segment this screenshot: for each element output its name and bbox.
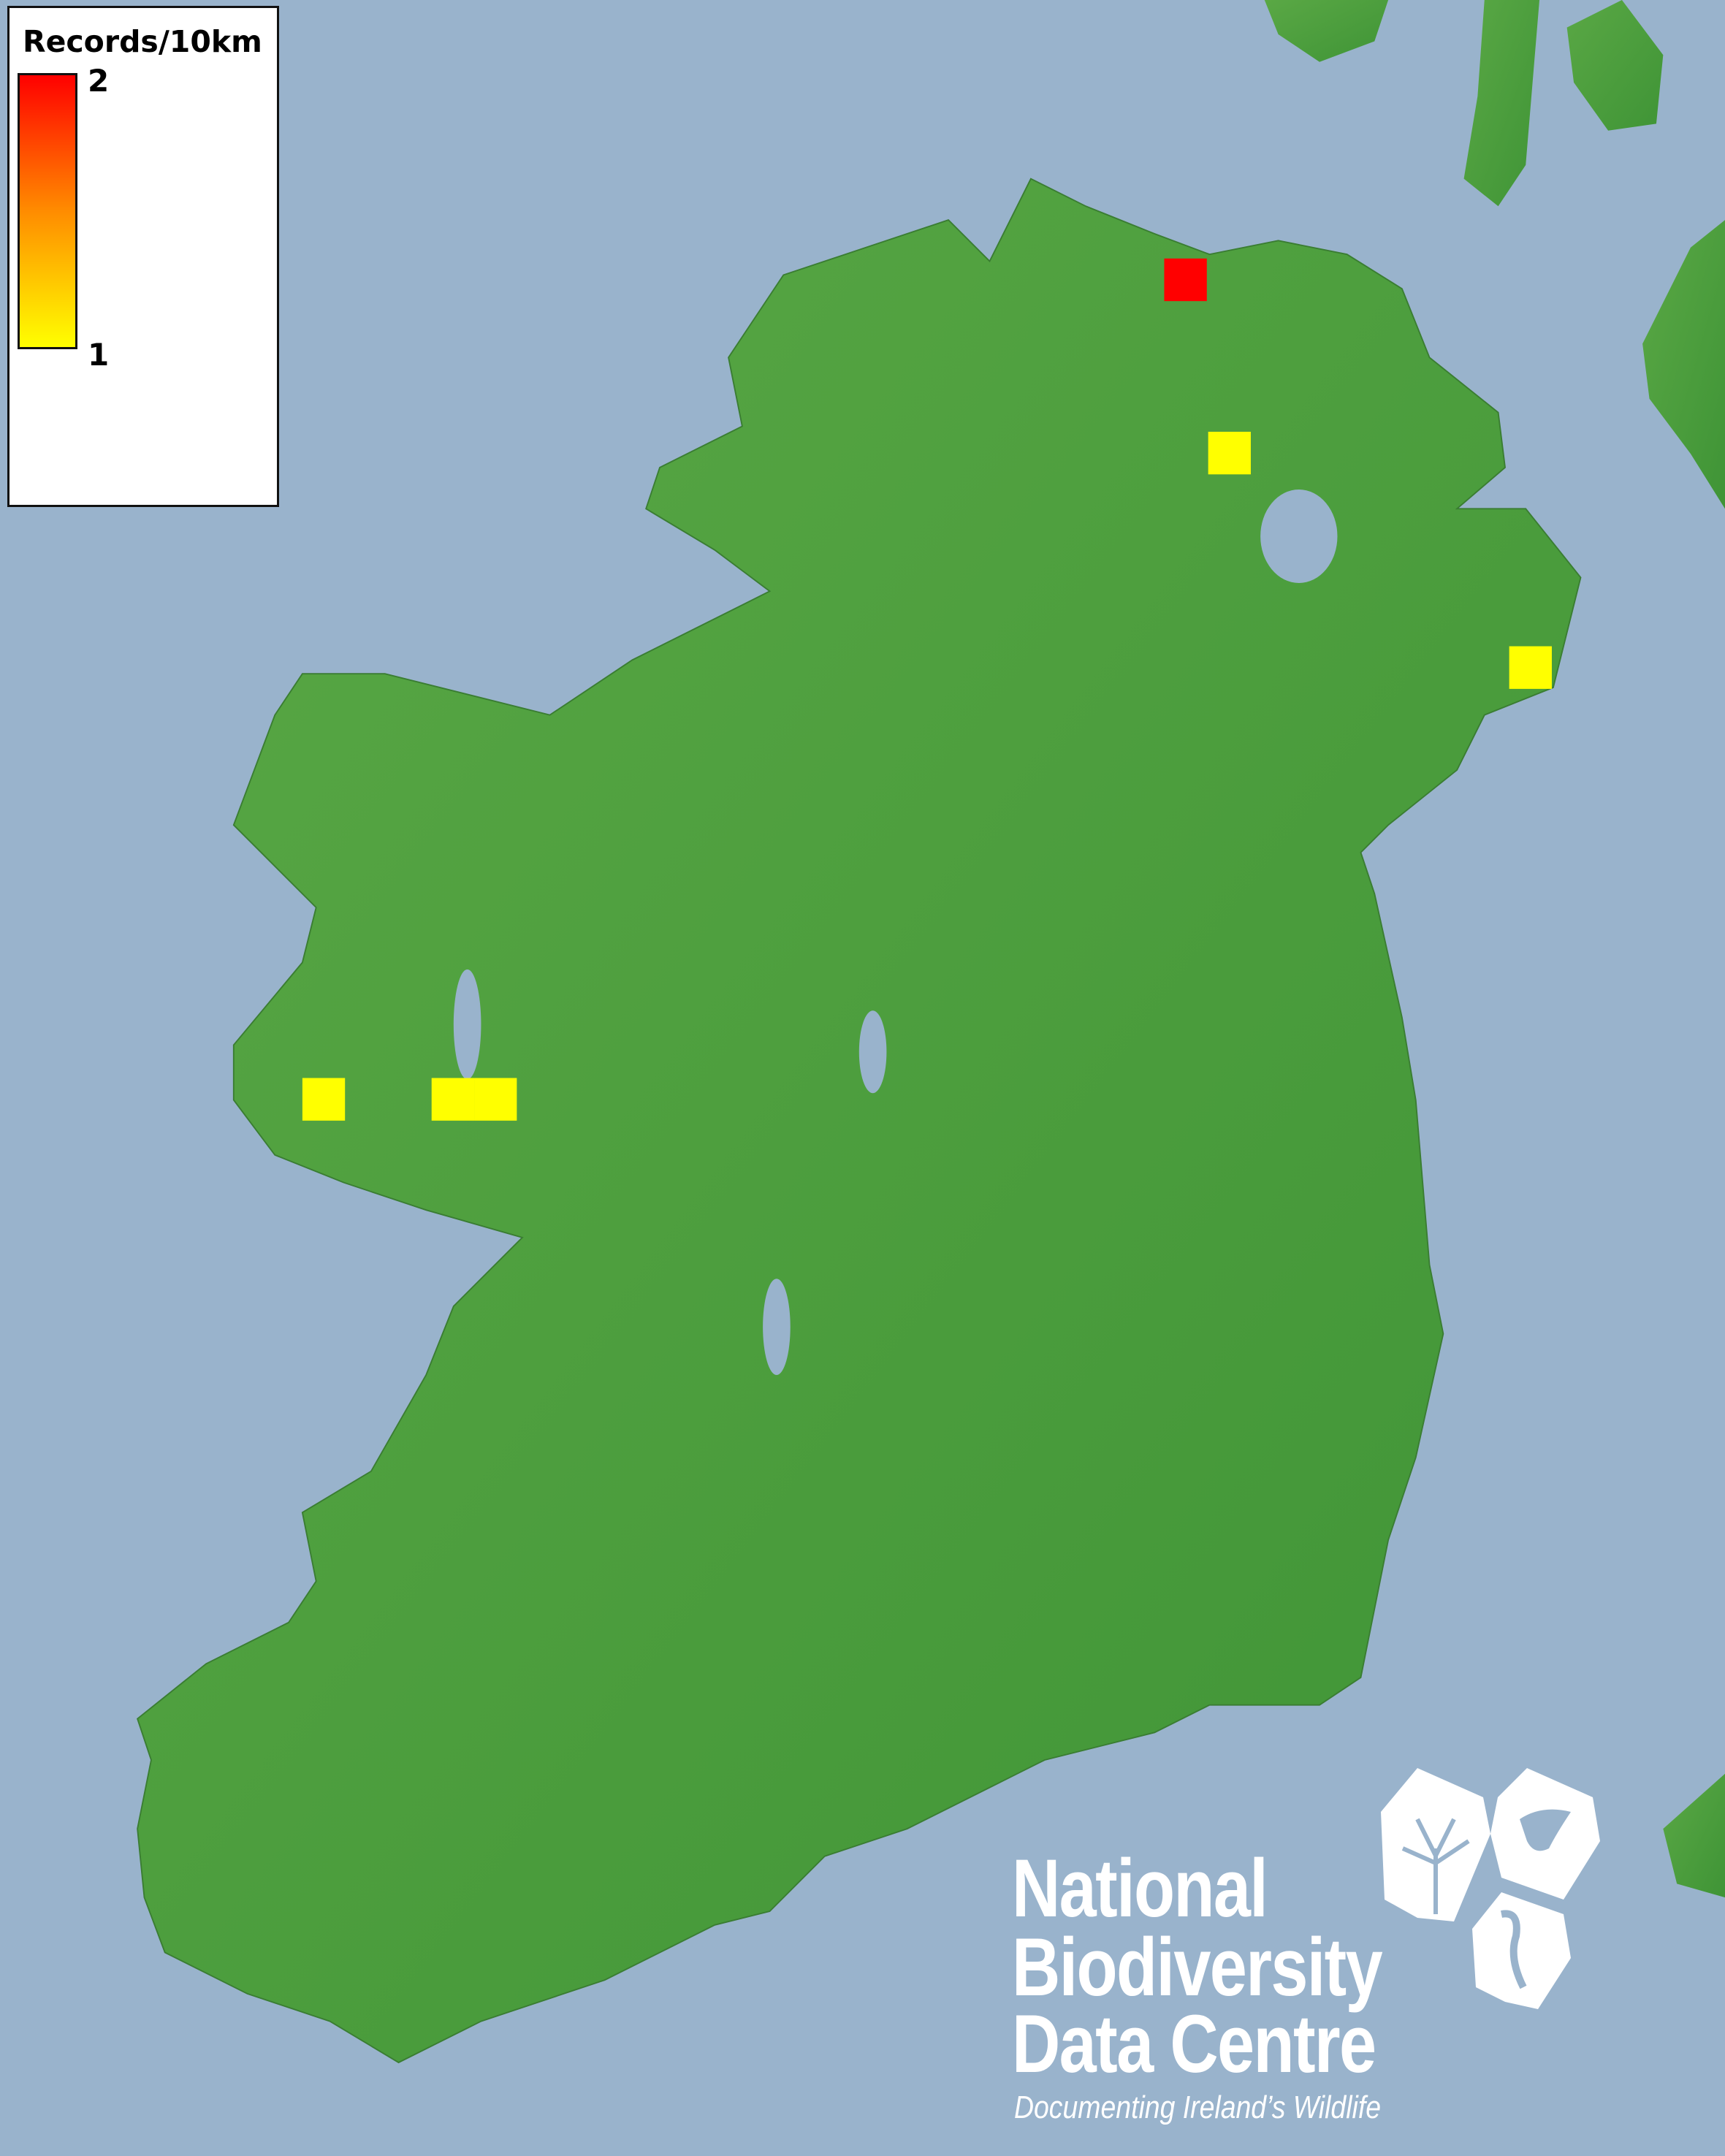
lough-corrib <box>453 969 481 1080</box>
record-square <box>302 1078 346 1121</box>
record-square <box>1509 646 1552 689</box>
record-square <box>431 1078 475 1121</box>
butterfly-icon <box>1490 1768 1600 1900</box>
scotland-landmass <box>1264 0 1725 1898</box>
lough-ree <box>858 1010 887 1094</box>
legend-max-label: 2 <box>88 63 110 99</box>
record-square <box>1208 431 1251 475</box>
seahorse-icon <box>1472 1892 1571 2009</box>
record-square <box>474 1078 517 1121</box>
logo-line-1: National <box>1012 1843 1268 1934</box>
logo-line-3: Data Centre <box>1012 1998 1376 2090</box>
legend: Records/10km 2 1 <box>7 6 279 507</box>
record-squares <box>302 258 1552 1121</box>
ireland-landmass <box>137 178 1582 2064</box>
legend-color-scale <box>18 73 77 349</box>
lough-neagh <box>1260 489 1338 583</box>
legend-title: Records/10km <box>23 24 262 59</box>
plant-icon <box>1381 1768 1490 1921</box>
legend-min-label: 1 <box>88 337 110 373</box>
logo-hexagons <box>1381 1768 1600 2009</box>
record-square <box>1164 258 1207 302</box>
logo-tagline: Documenting Ireland’s Wildlife <box>1014 2090 1382 2125</box>
logo-line-2: Biodiversity <box>1012 1921 1383 2013</box>
lough-derg <box>763 1279 791 1376</box>
